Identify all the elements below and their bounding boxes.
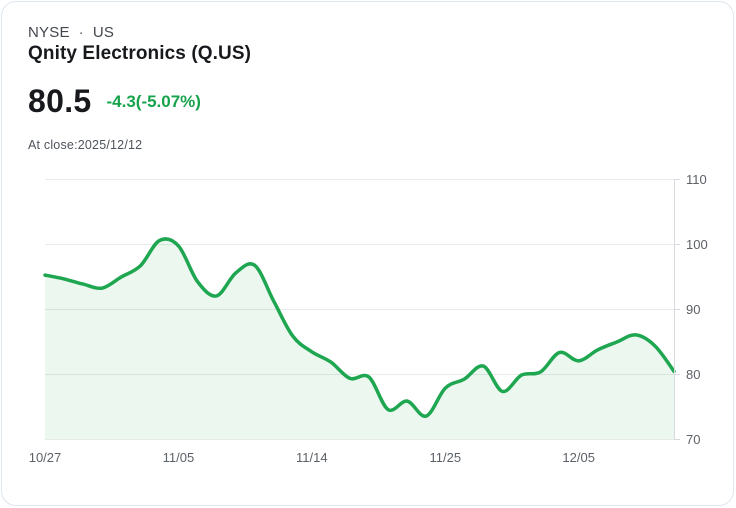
x-axis-label: 12/05 bbox=[562, 450, 595, 465]
exchange-label: NYSE bbox=[28, 24, 70, 41]
y-axis-label: 70 bbox=[686, 432, 700, 447]
price-chart[interactable]: 110 100 90 80 70 10/27 11/05 11/14 11/25 12/05 bbox=[2, 162, 736, 502]
exchange-row: NYSE · US bbox=[28, 24, 114, 41]
as-of-timestamp: At close:2025/12/12 bbox=[28, 138, 143, 152]
y-axis-label: 100 bbox=[686, 237, 708, 252]
x-axis-label: 11/05 bbox=[163, 450, 195, 465]
price-line bbox=[43, 237, 676, 418]
stock-title: Qnity Electronics (Q.US) bbox=[28, 43, 252, 64]
separator-dot: · bbox=[78, 24, 84, 41]
price-change: -4.3(-5.07%) bbox=[106, 92, 201, 111]
x-axis-label: 11/25 bbox=[430, 450, 462, 465]
y-axis-label: 90 bbox=[686, 302, 700, 317]
y-axis-label: 110 bbox=[686, 172, 707, 187]
price-row: 80.5 -4.3(-5.07%) bbox=[28, 82, 201, 120]
last-price: 80.5 bbox=[28, 83, 92, 119]
region-label: US bbox=[92, 24, 115, 41]
y-axis-label: 80 bbox=[686, 367, 700, 382]
x-axis-label: 11/14 bbox=[296, 450, 328, 465]
x-axis-label: 10/27 bbox=[29, 450, 62, 465]
